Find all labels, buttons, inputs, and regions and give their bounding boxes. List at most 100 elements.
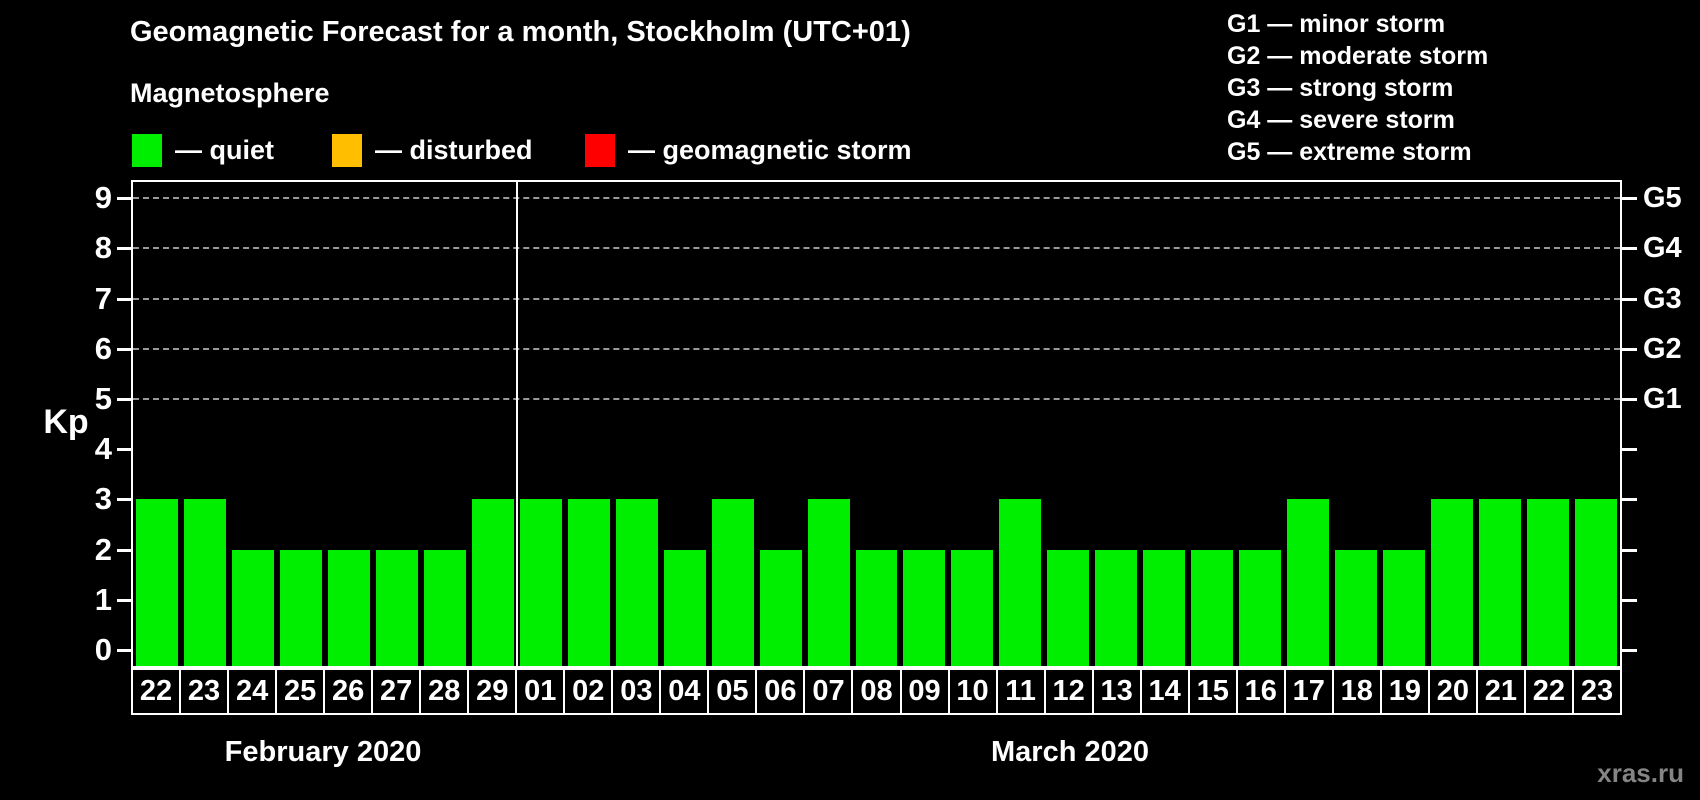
kp-bar-day-07 <box>807 499 850 666</box>
kp-bar-day-15 <box>1191 549 1234 666</box>
day-label-cell-mar-21: 21 <box>1478 670 1526 713</box>
day-label-cell-mar-02: 02 <box>565 670 614 713</box>
right-axis-label-G5: G5 <box>1643 182 1682 215</box>
kp-bar-day-22 <box>1527 499 1570 666</box>
storm-color-swatch <box>585 133 615 167</box>
g-scale-legend: G1 — minor storm G2 — moderate storm G3 … <box>1227 8 1488 168</box>
day-label-cell-feb-24: 24 <box>229 670 278 713</box>
kp-bar-day-19 <box>1383 549 1426 666</box>
y-axis-tick-label-4: 4 <box>94 431 112 467</box>
gridline-kp-6 <box>133 347 1620 350</box>
kp-bar-day-25 <box>279 549 322 666</box>
day-label-cell-mar-07: 07 <box>805 670 854 713</box>
y-tick-left-7 <box>117 297 131 301</box>
kp-bar-day-26 <box>327 549 370 666</box>
day-label-cell-mar-03: 03 <box>613 670 662 713</box>
kp-bar-day-21 <box>1479 499 1522 666</box>
y-tick-left-8 <box>117 247 131 251</box>
day-label-cell-mar-12: 12 <box>1046 670 1094 713</box>
kp-bar-day-06 <box>759 549 802 666</box>
y-axis-tick-label-9: 9 <box>94 180 112 216</box>
day-label-cell-mar-04: 04 <box>661 670 710 713</box>
y-axis-tick-label-7: 7 <box>94 280 112 316</box>
kp-bar-day-13 <box>1095 549 1138 666</box>
watermark-xras-ru: xras.ru <box>1597 758 1684 788</box>
day-axis-row: 22 23 24 25 26 27 28 29 01 02 03 04 05 06 07 08 09 10 11 12… <box>131 668 1622 715</box>
legend-item-label: — quiet <box>175 134 274 165</box>
legend-item-geomagnetic-storm: — geomagnetic storm <box>585 131 912 169</box>
y-axis-tick-label-5: 5 <box>94 381 112 416</box>
g-scale-legend-line: G4 — severe storm <box>1227 106 1455 134</box>
y-axis-title: Kp <box>43 403 89 441</box>
gridline-kp-8 <box>133 247 1620 250</box>
day-label-cell-mar-18: 18 <box>1334 670 1382 713</box>
kp-bar-day-01 <box>519 499 562 666</box>
day-label-cell-mar-16: 16 <box>1238 670 1286 713</box>
day-label-cell-feb-28: 28 <box>421 670 470 713</box>
kp-bar-day-29 <box>471 499 514 666</box>
y-tick-right-8 <box>1622 247 1637 251</box>
day-label-cell-feb-22: 22 <box>133 670 182 713</box>
day-label-cell-mar-22: 22 <box>1526 670 1574 713</box>
y-axis-tick-label-6: 6 <box>94 330 112 366</box>
y-tick-left-6 <box>117 347 131 351</box>
y-tick-right-7 <box>1622 297 1637 301</box>
kp-bar-day-16 <box>1239 549 1282 666</box>
right-axis-label-G2: G2 <box>1643 332 1682 365</box>
month-label-march: March 2020 <box>991 736 1149 768</box>
g-scale-legend-line: G2 — moderate storm <box>1227 42 1489 70</box>
kp-bar-day-10 <box>951 549 994 666</box>
day-label-cell-mar-14: 14 <box>1142 670 1190 713</box>
g-scale-legend-line: G1 — minor storm <box>1227 10 1446 38</box>
month-separator <box>515 182 518 666</box>
y-axis-tick-label-2: 2 <box>94 531 112 567</box>
day-label-cell-feb-27: 27 <box>373 670 422 713</box>
y-tick-right-0 <box>1622 649 1637 652</box>
right-axis-label-G1: G1 <box>1643 383 1682 415</box>
y-axis-tick-label-1: 1 <box>94 581 112 617</box>
day-label-cell-feb-23: 23 <box>181 670 230 713</box>
y-axis-tick-label-8: 8 <box>94 230 112 266</box>
day-label-cell-mar-10: 10 <box>950 670 998 713</box>
day-label-cell-mar-01: 01 <box>517 670 566 713</box>
y-tick-left-2 <box>117 548 131 552</box>
y-tick-left-0 <box>117 649 131 652</box>
y-axis-tick-label-3: 3 <box>94 481 112 517</box>
g-scale-legend-line: G3 — strong storm <box>1227 74 1454 102</box>
kp-bar-day-23 <box>183 499 226 666</box>
kp-bar-day-24 <box>231 549 274 666</box>
y-tick-left-3 <box>117 498 131 502</box>
gridline-kp-5 <box>133 398 1620 400</box>
day-label-cell-mar-17: 17 <box>1286 670 1334 713</box>
kp-bar-day-02 <box>567 499 610 666</box>
kp-bar-day-28 <box>423 549 466 666</box>
right-axis-label-G3: G3 <box>1643 282 1682 315</box>
kp-bar-day-08 <box>855 549 898 666</box>
day-label-cell-mar-05: 05 <box>709 670 758 713</box>
quiet-color-swatch <box>132 133 162 167</box>
legend-item-quiet: — quiet <box>132 131 274 169</box>
legend-item-label: — geomagnetic storm <box>628 134 912 165</box>
day-label-cell-feb-26: 26 <box>325 670 374 713</box>
day-label-cell-mar-06: 06 <box>757 670 806 713</box>
legend-item-label: — disturbed <box>375 134 533 165</box>
y-tick-right-3 <box>1622 498 1637 502</box>
day-label-cell-mar-08: 08 <box>853 670 902 713</box>
day-label-cell-mar-23: 23 <box>1580 675 1614 707</box>
y-tick-left-5 <box>117 398 131 401</box>
y-tick-right-9 <box>1622 197 1637 201</box>
kp-bar-day-11 <box>999 499 1042 666</box>
day-label-cell-mar-13: 13 <box>1094 670 1142 713</box>
kp-bar-day-20 <box>1431 499 1474 666</box>
legend-item-disturbed: — disturbed <box>332 131 533 169</box>
kp-bar-day-23 <box>1575 499 1617 666</box>
day-label-cell-mar-11: 11 <box>998 670 1046 713</box>
kp-bar-day-18 <box>1335 549 1378 666</box>
y-tick-right-6 <box>1622 347 1637 351</box>
day-label-cell-mar-15: 15 <box>1190 670 1238 713</box>
kp-bar-day-03 <box>615 499 658 666</box>
kp-bar-day-17 <box>1287 499 1330 666</box>
kp-bar-day-04 <box>663 549 706 666</box>
kp-bar-day-27 <box>375 549 418 666</box>
y-tick-right-4 <box>1622 448 1637 452</box>
